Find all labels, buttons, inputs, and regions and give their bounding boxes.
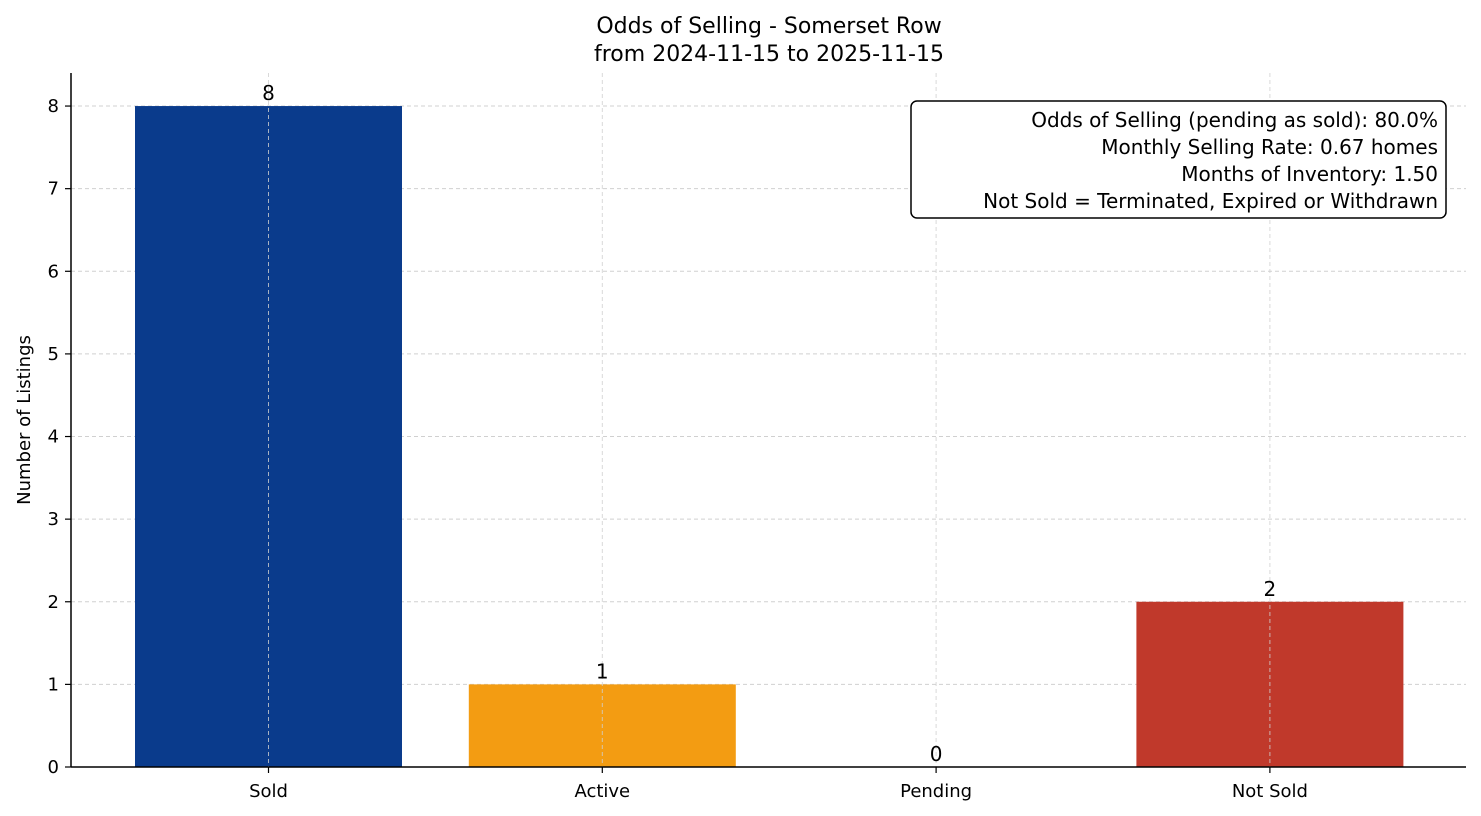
y-tick-label: 6 bbox=[48, 261, 59, 282]
annotation-line: Odds of Selling (pending as sold): 80.0% bbox=[1031, 108, 1438, 132]
x-tick-label: Sold bbox=[249, 781, 288, 802]
bar-sold bbox=[135, 106, 402, 768]
y-tick-label: 2 bbox=[48, 592, 59, 613]
annotation-line: Not Sold = Terminated, Expired or Withdr… bbox=[983, 189, 1438, 213]
chart-subtitle: from 2024-11-15 to 2025-11-15 bbox=[594, 42, 944, 67]
annotation-box: Odds of Selling (pending as sold): 80.0%… bbox=[910, 100, 1447, 219]
annotation-line: Months of Inventory: 1.50 bbox=[1181, 162, 1438, 186]
data-label: 0 bbox=[930, 742, 943, 766]
data-label: 2 bbox=[1264, 577, 1277, 601]
y-tick-label: 7 bbox=[48, 179, 59, 200]
bars: 8 1 0 2 bbox=[135, 73, 1404, 768]
x-tick-label: Active bbox=[574, 781, 630, 802]
y-axis-label: Number of Listings bbox=[14, 335, 35, 505]
y-tick-label: 8 bbox=[48, 96, 59, 117]
y-tick-label: 5 bbox=[48, 344, 59, 365]
x-tick-label: Not Sold bbox=[1232, 781, 1308, 802]
y-tick-label: 3 bbox=[48, 509, 59, 530]
x-tick-label: Pending bbox=[900, 781, 972, 802]
axes: 0 1 2 3 4 5 6 7 8 Sold Active Pending Not Sold bbox=[48, 73, 1466, 802]
annotation-line: Monthly Selling Rate: 0.67 homes bbox=[1101, 135, 1438, 159]
y-tick-label: 4 bbox=[48, 427, 59, 448]
data-label: 8 bbox=[262, 81, 275, 105]
y-tick-label: 0 bbox=[48, 757, 59, 778]
y-tick-label: 1 bbox=[48, 674, 59, 695]
chart-title: Odds of Selling - Somerset Row bbox=[596, 14, 941, 39]
annotation-frame bbox=[910, 100, 1447, 219]
data-label: 1 bbox=[596, 659, 609, 683]
